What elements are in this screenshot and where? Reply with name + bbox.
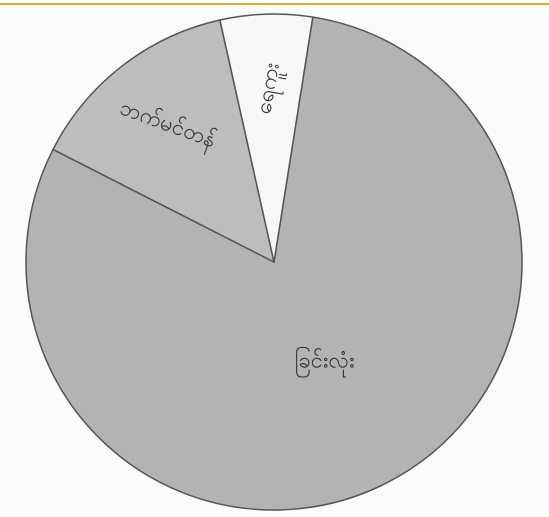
chart: ခြင်းလုံးဘက်မင်တန်ရေကူး	[0, 0, 549, 517]
slice-label: ခြင်းလုံး	[295, 346, 355, 377]
page: ခြင်းလုံးဘက်မင်တန်ရေကူး (() => { const d…	[0, 0, 549, 517]
